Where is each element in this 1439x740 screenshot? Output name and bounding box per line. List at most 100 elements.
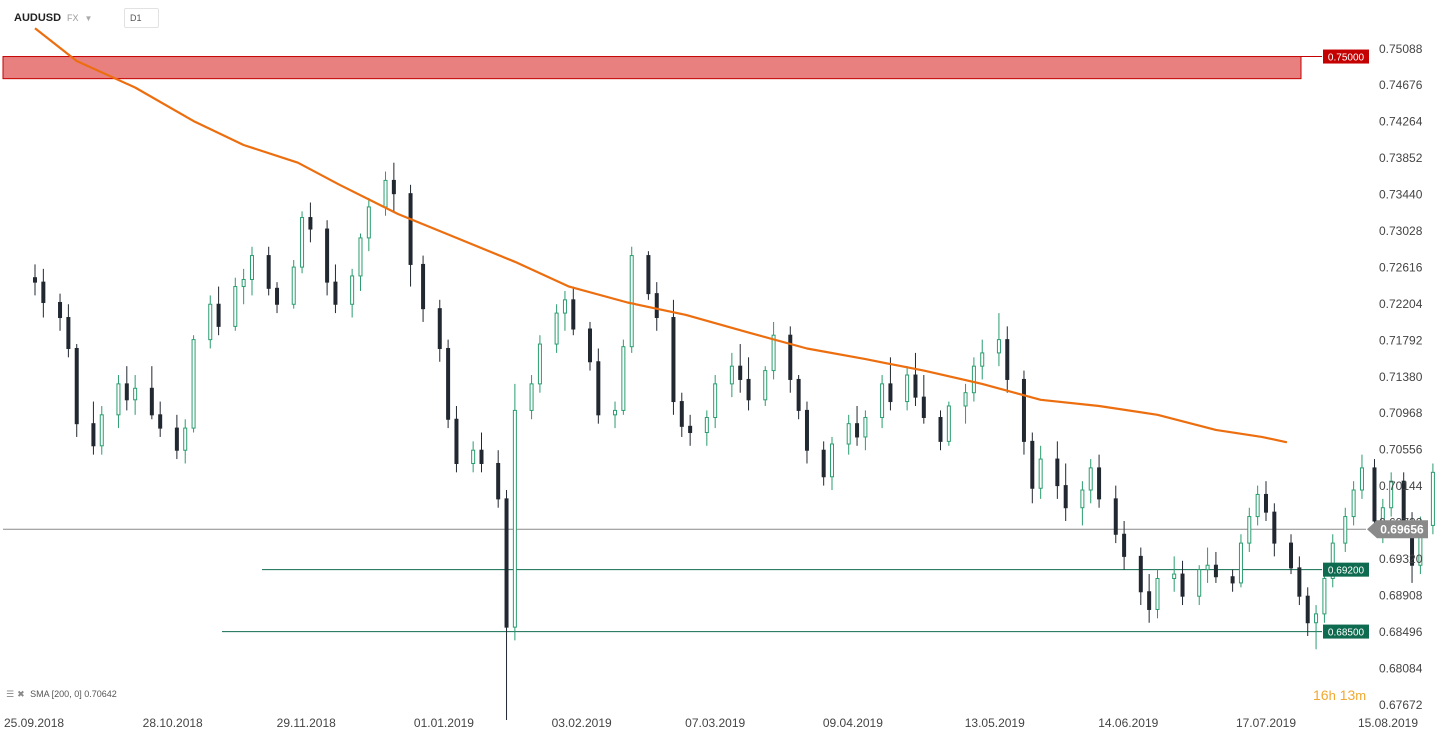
candle-body-up <box>980 352 985 367</box>
candle <box>688 414 693 446</box>
candle <box>149 366 154 420</box>
candle <box>729 352 734 398</box>
y-tick-label: 0.71380 <box>1379 370 1423 384</box>
candle-body-up <box>846 423 851 445</box>
candle <box>771 321 776 380</box>
candle <box>1272 503 1277 557</box>
x-tick-label: 01.01.2019 <box>414 716 474 730</box>
settings-icon[interactable]: ☰ <box>6 689 15 699</box>
resistance-price-tag: 0.75000 <box>1323 49 1369 64</box>
candle <box>888 357 893 411</box>
candle <box>763 366 768 406</box>
candle <box>1322 569 1327 623</box>
candle <box>1063 463 1068 521</box>
y-tick-label: 0.68496 <box>1379 625 1423 639</box>
candle-body-up <box>863 416 868 438</box>
candle-body-down <box>671 317 676 403</box>
candle <box>654 282 659 331</box>
candle-body-up <box>1359 467 1364 491</box>
last-price-tag-bg <box>1367 520 1428 539</box>
x-tick-label: 25.09.2018 <box>4 716 64 730</box>
candle-body-down <box>921 396 926 418</box>
candle-body-up <box>1197 569 1202 597</box>
support-price-tag-bg <box>1323 624 1369 639</box>
close-icon[interactable]: ✖ <box>17 689 25 699</box>
candle-body-down <box>796 378 801 411</box>
candle <box>233 277 238 331</box>
candle-body-down <box>1063 485 1068 509</box>
candle-body-up <box>191 339 196 429</box>
candle-body-down <box>1138 555 1143 593</box>
candle <box>1330 534 1335 588</box>
candle-body-up <box>183 427 188 451</box>
candle <box>1138 547 1143 606</box>
candle <box>587 321 592 371</box>
x-tick-label: 13.05.2019 <box>965 716 1025 730</box>
candle-body-up <box>771 334 776 372</box>
x-tick-label: 29.11.2018 <box>277 716 336 730</box>
candle-body-up <box>554 312 559 345</box>
candle-body-down <box>333 281 338 305</box>
y-tick-label: 0.67672 <box>1379 698 1423 712</box>
candle <box>1255 485 1260 526</box>
candle-body-down <box>788 334 793 380</box>
candle-body-up <box>1314 613 1319 624</box>
candle-body-down <box>421 263 426 310</box>
candle-body-up <box>233 286 238 327</box>
candle-body-up <box>880 383 885 418</box>
support-price-tag-text: 0.69200 <box>1328 566 1365 577</box>
candle-body-down <box>1272 511 1277 544</box>
candle <box>308 202 313 243</box>
candle <box>504 490 509 721</box>
candle-body-down <box>308 217 313 230</box>
symbol-label[interactable]: AUDUSD <box>14 12 62 24</box>
support-price-tag-text: 0.68500 <box>1328 628 1365 639</box>
candle <box>325 220 330 296</box>
candle <box>846 414 851 455</box>
candle-body-down <box>437 308 442 349</box>
candle-body-up <box>1255 493 1260 518</box>
candle-body-down <box>1372 467 1377 522</box>
timeframe-selector[interactable]: D1 <box>124 8 159 28</box>
indicator-legend: ☰ ✖ SMA [200, 0] 0.70642 <box>6 689 117 700</box>
candle-body-up <box>1247 516 1252 544</box>
candle <box>66 304 71 358</box>
candle <box>804 401 809 464</box>
candle <box>596 348 601 424</box>
candle-body-up <box>946 405 951 442</box>
candle-body-down <box>571 299 576 330</box>
candle-body-up <box>1343 516 1348 544</box>
candle <box>1289 534 1294 575</box>
candle-body-down <box>1113 498 1118 535</box>
candle <box>938 410 943 451</box>
y-tick-label: 0.71792 <box>1379 333 1423 347</box>
candle-body-up <box>1351 489 1356 518</box>
candle-body-down <box>646 255 651 295</box>
resistance-price-tag-bg <box>1323 49 1369 64</box>
candle <box>1351 481 1356 526</box>
candle-body-down <box>1263 493 1268 513</box>
candle-body-up <box>366 206 371 239</box>
candle-body-up <box>971 365 976 394</box>
x-tick-label: 17.07.2019 <box>1236 716 1296 730</box>
market-selector[interactable]: FX ▼ <box>67 13 92 23</box>
candle <box>350 268 355 318</box>
candle-body-down <box>1297 567 1302 597</box>
candle-body-down <box>325 228 330 283</box>
candle <box>333 264 338 314</box>
candle-body-up <box>291 266 296 305</box>
candle <box>408 184 413 287</box>
support-price-tag: 0.68500 <box>1323 624 1369 639</box>
candle <box>300 211 305 274</box>
candle <box>880 375 885 429</box>
candle <box>1343 507 1348 552</box>
candle-body-down <box>888 383 893 403</box>
candle-body-up <box>208 303 213 341</box>
y-tick-label: 0.70968 <box>1379 406 1423 420</box>
candle-body-down <box>149 387 154 416</box>
candle <box>921 375 926 424</box>
candle-body-up <box>350 275 355 305</box>
candle-body-down <box>391 179 396 195</box>
candle <box>1088 459 1093 504</box>
